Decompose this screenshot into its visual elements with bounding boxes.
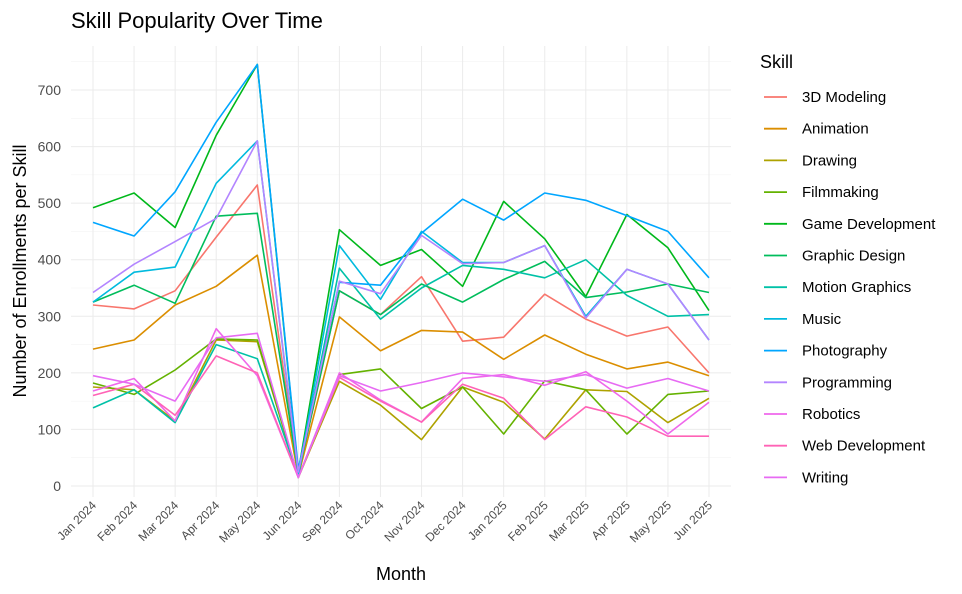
series-line (92, 212, 710, 475)
legend: Skill 3D Modeling Animation Drawing Filmmak… (760, 52, 936, 486)
legend-label: Robotics (802, 406, 860, 423)
chart-title: Skill Popularity Over Time (71, 8, 323, 33)
y-axis-title: Number of Enrollments per Skill (10, 144, 30, 397)
legend-label: Filmmaking (802, 184, 879, 201)
x-tick-label: Mar 2024 (136, 498, 182, 544)
series-line (92, 339, 710, 479)
legend-title: Skill (760, 52, 793, 72)
series-line (92, 140, 710, 476)
x-tick-label: Jan 2025 (465, 498, 510, 543)
series-line (92, 184, 710, 476)
x-tick-label: Jun 2024 (260, 498, 305, 543)
x-tick-label: Feb 2025 (505, 498, 551, 544)
series-line (92, 254, 710, 477)
legend-label: Graphic Design (802, 248, 905, 265)
series-line (92, 338, 710, 479)
legend-label: Photography (802, 343, 888, 360)
x-axis-title: Month (376, 564, 426, 584)
series-line (92, 63, 710, 473)
series-line (92, 332, 710, 479)
x-tick-label: Jun 2025 (670, 498, 715, 543)
legend-label: Programming (802, 374, 892, 391)
legend-label: Motion Graphics (802, 279, 911, 296)
x-tick-label: Sep 2024 (299, 498, 345, 544)
legend-label: Drawing (802, 152, 857, 169)
x-tick-label: Mar 2025 (546, 498, 592, 544)
x-tick-label: Jan 2024 (54, 498, 99, 543)
y-tick-label: 700 (38, 82, 62, 98)
series-lines (92, 63, 710, 479)
legend-label: Game Development (802, 216, 936, 233)
legend-label: Writing (802, 469, 848, 486)
y-tick-label: 100 (38, 421, 62, 437)
legend-label: Music (802, 311, 842, 328)
legend-label: Animation (802, 121, 869, 138)
x-tick-label: May 2024 (216, 498, 263, 545)
x-tick-label: Dec 2024 (422, 498, 468, 544)
legend-label: 3D Modeling (802, 89, 886, 106)
y-tick-label: 500 (38, 195, 62, 211)
series-line (92, 258, 710, 477)
series-line (92, 63, 710, 470)
series-line (92, 140, 710, 473)
y-tick-label: 300 (38, 308, 62, 324)
series-line (92, 355, 709, 479)
y-tick-label: 600 (38, 139, 62, 155)
legend-label: Web Development (802, 438, 926, 455)
x-tick-label: Feb 2024 (94, 498, 140, 544)
x-tick-label: May 2025 (627, 498, 674, 545)
x-tick-label: Nov 2024 (381, 498, 427, 544)
y-axis-ticks: 0 100 200 300 400 500 600 700 (38, 82, 62, 494)
y-tick-label: 0 (53, 478, 61, 494)
y-tick-label: 400 (38, 252, 62, 268)
x-tick-label: Oct 2024 (342, 498, 387, 543)
y-tick-label: 200 (38, 365, 62, 381)
